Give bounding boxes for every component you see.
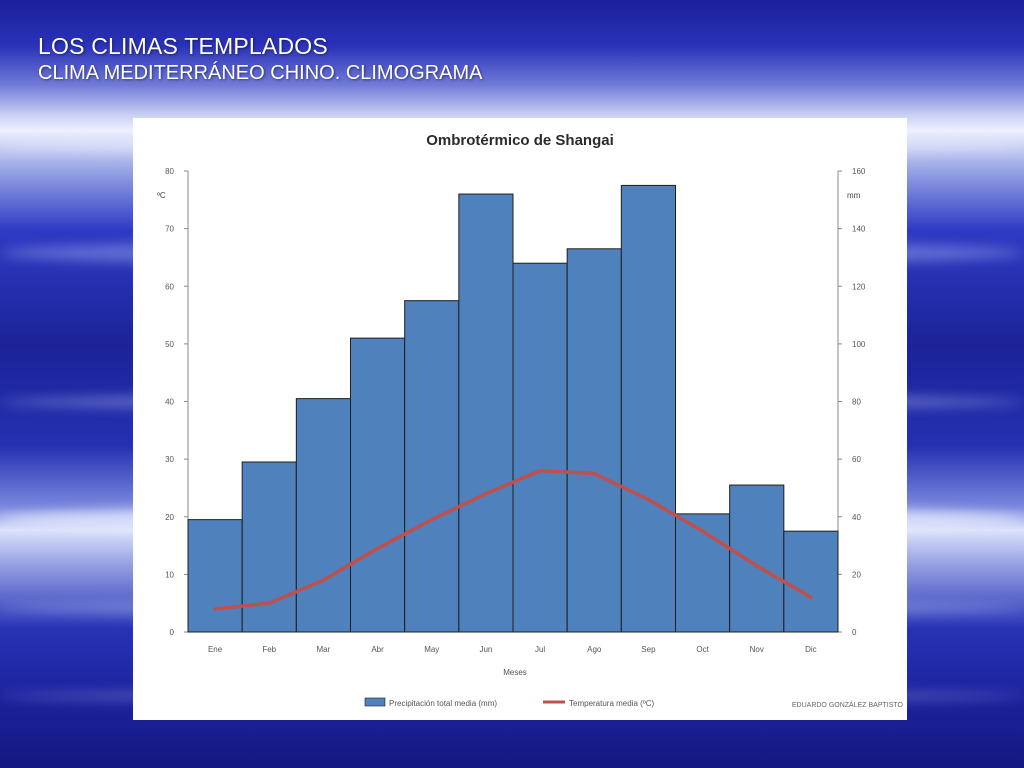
left-axis-tick-label: 50 bbox=[165, 340, 174, 349]
chart-credit: EDUARDO GONZÁLEZ BAPTISTO bbox=[792, 700, 904, 709]
x-axis-tick-label: Nov bbox=[750, 645, 764, 654]
precipitation-bar bbox=[620, 184, 677, 633]
precipitation-bar bbox=[458, 193, 514, 633]
left-axis-tick-label: 30 bbox=[165, 455, 174, 464]
left-axis-tick-label: 10 bbox=[165, 570, 174, 579]
temperature-point bbox=[809, 595, 813, 600]
left-axis-tick-label: 0 bbox=[170, 628, 175, 637]
temperature-point bbox=[375, 546, 380, 551]
left-axis-unit: ºC bbox=[157, 191, 166, 200]
right-axis-tick-label: 160 bbox=[852, 167, 866, 176]
x-axis-tick-label: Oct bbox=[696, 645, 709, 654]
x-axis-tick-label: Ago bbox=[587, 645, 602, 654]
left-axis-tick-label: 60 bbox=[165, 282, 174, 291]
x-axis-tick-label: Mar bbox=[317, 645, 331, 654]
x-axis-label: Meses bbox=[503, 668, 527, 677]
chart-panel: Ombrotérmico de Shangai ºC mm Meses EDUA… bbox=[133, 118, 907, 720]
right-axis-tick-label: 60 bbox=[852, 455, 861, 464]
temperature-point bbox=[213, 607, 217, 611]
climograph-chart: Ombrotérmico de Shangai ºC mm Meses EDUA… bbox=[157, 132, 904, 709]
x-axis-tick-label: Feb bbox=[262, 645, 276, 654]
temperature-point bbox=[592, 471, 597, 476]
x-axis-tick-label: Abr bbox=[371, 645, 384, 654]
right-axis-tick-label: 20 bbox=[852, 570, 861, 579]
legend-swatch-precipitation bbox=[364, 697, 386, 707]
left-axis-tick-label: 40 bbox=[165, 398, 174, 407]
precipitation-bar bbox=[187, 519, 243, 633]
precipitation-bar bbox=[783, 530, 839, 633]
right-axis-tick-label: 120 bbox=[852, 282, 866, 291]
precipitation-bar bbox=[512, 262, 568, 633]
temperature-point bbox=[646, 497, 651, 502]
temperature-point bbox=[538, 468, 542, 473]
legend-label-temperature: Temperatura media (ºC) bbox=[569, 699, 655, 708]
right-axis-tick-label: 0 bbox=[852, 628, 857, 637]
left-axis-tick-label: 80 bbox=[165, 167, 174, 176]
x-axis-tick-label: Jul bbox=[535, 645, 545, 654]
right-axis-unit: mm bbox=[847, 191, 861, 200]
temperature-point bbox=[321, 578, 326, 582]
temperature-point bbox=[267, 601, 272, 605]
right-axis-tick-label: 80 bbox=[852, 398, 861, 407]
right-axis-tick-label: 140 bbox=[852, 225, 866, 234]
precipitation-bar bbox=[350, 337, 406, 633]
chart-title: Ombrotérmico de Shangai bbox=[426, 132, 614, 149]
slide-title: LOS CLIMAS TEMPLADOS bbox=[38, 33, 328, 59]
slide-subtitle: CLIMA MEDITERRÁNEO CHINO. CLIMOGRAMA bbox=[38, 62, 483, 84]
precipitation-bar bbox=[295, 398, 351, 633]
right-axis-tick-label: 100 bbox=[852, 340, 866, 349]
temperature-point bbox=[429, 517, 434, 522]
left-axis-tick-label: 70 bbox=[165, 225, 174, 234]
x-axis-tick-label: May bbox=[424, 645, 439, 654]
temperature-line bbox=[214, 468, 812, 611]
left-axis-tick-label: 20 bbox=[165, 513, 174, 522]
right-axis-tick-label: 40 bbox=[852, 513, 861, 522]
x-axis-tick-label: Dic bbox=[805, 645, 817, 654]
temperature-point bbox=[700, 529, 705, 533]
temperature-point bbox=[754, 563, 759, 568]
precipitation-bar bbox=[404, 300, 460, 633]
legend-label-precipitation: Precipitación total media (mm) bbox=[389, 699, 497, 708]
precipitation-bar bbox=[566, 248, 622, 633]
x-axis-tick-label: Jun bbox=[479, 645, 492, 654]
x-axis-tick-label: Sep bbox=[641, 645, 656, 654]
temperature-point bbox=[484, 491, 488, 496]
precipitation-bar bbox=[729, 484, 785, 633]
x-axis-tick-label: Ene bbox=[208, 645, 223, 654]
precipitation-bar bbox=[675, 513, 731, 633]
